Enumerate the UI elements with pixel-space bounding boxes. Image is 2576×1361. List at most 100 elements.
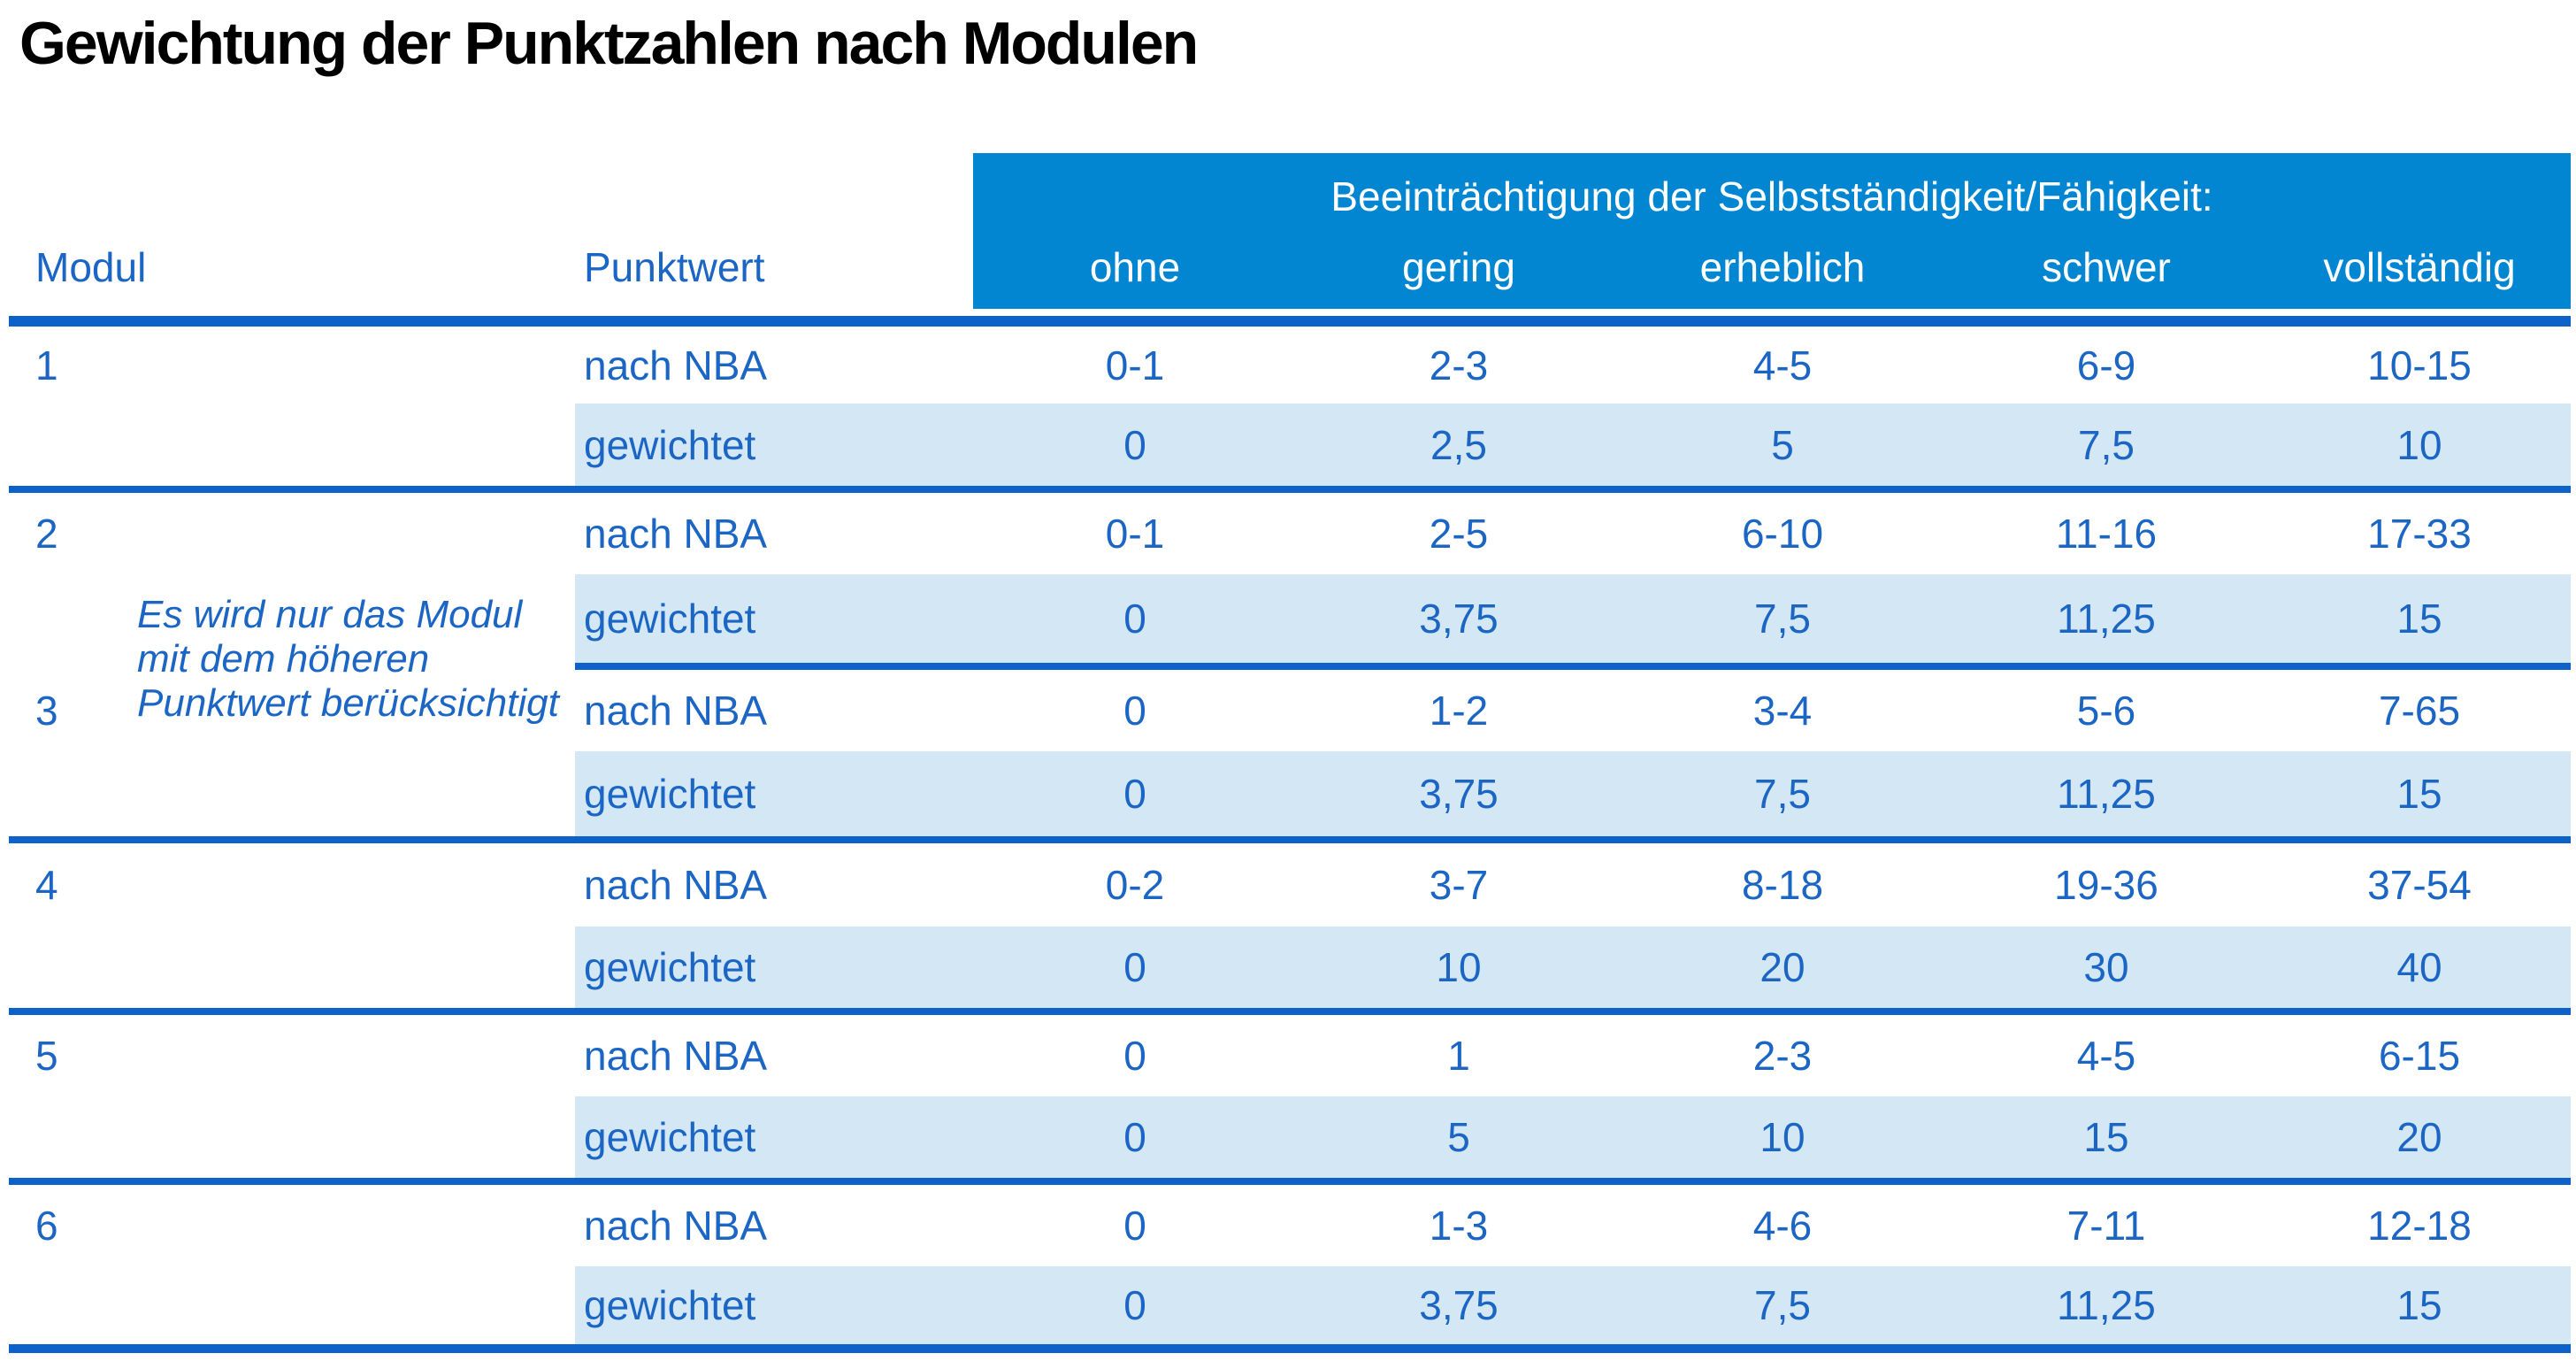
value-cell: 8-18 — [1741, 862, 1824, 908]
value-cell: 2-3 — [1429, 342, 1489, 388]
row-label-cell: nach NBA — [584, 1033, 768, 1079]
module-2-gewichtet-row: gewichtet 0 3,75 7,5 11,25 15 — [9, 574, 2571, 663]
value-cell: 0 — [1123, 1114, 1146, 1160]
value-cell: 4-6 — [1752, 1203, 1813, 1249]
module-number-cell: 2 — [35, 511, 58, 557]
row-label-cell: gewichtet — [584, 421, 756, 468]
module-separator — [9, 1178, 2571, 1185]
module-separator — [9, 486, 2571, 493]
column-header-punktwert: Punktwert — [584, 244, 765, 290]
column-header-modul: Modul — [35, 244, 147, 290]
value-cell: 3,75 — [1419, 596, 1499, 642]
value-cell: 19-36 — [2054, 862, 2158, 908]
value-cell: 11,25 — [2057, 771, 2156, 817]
module-3-gewichtet-row: gewichtet 0 3,75 7,5 11,25 15 — [9, 751, 2571, 836]
table-bottom-border — [9, 1344, 2571, 1353]
value-cell: 6-15 — [2378, 1033, 2461, 1079]
module-separator — [9, 1008, 2571, 1015]
value-cell: 1-2 — [1429, 688, 1489, 734]
value-cell: 20 — [1760, 944, 1806, 990]
row-label-cell: nach NBA — [584, 862, 768, 908]
value-cell: 30 — [2083, 944, 2129, 990]
module-number-cell — [9, 404, 575, 486]
module-6-gewichtet-row: gewichtet 0 3,75 7,5 11,25 15 — [9, 1266, 2571, 1344]
value-cell: 0-1 — [1105, 511, 1165, 557]
impairment-level-headers: ohne gering erheblich schwer vollständig — [973, 243, 2571, 291]
row-label-cell: nach NBA — [584, 688, 768, 734]
value-cell: 0 — [1123, 421, 1146, 468]
value-cell: 4-5 — [1752, 342, 1813, 388]
value-cell: 37-54 — [2367, 862, 2472, 908]
module-number-cell — [9, 1096, 575, 1178]
value-cell: 0 — [1123, 688, 1146, 734]
value-cell: 2-5 — [1429, 511, 1489, 557]
module-6-nach-nba-row: 6 nach NBA 0 1-3 4-6 7-11 12-18 — [9, 1185, 2571, 1266]
value-cell: 3-7 — [1429, 862, 1489, 908]
row-label-cell: nach NBA — [584, 342, 768, 388]
value-cell: 17-33 — [2367, 511, 2472, 557]
value-cell: 11,25 — [2057, 1282, 2156, 1328]
row-label-cell: gewichtet — [584, 1282, 756, 1328]
value-cell: 15 — [2396, 771, 2442, 817]
value-cell: 12-18 — [2367, 1203, 2472, 1249]
value-cell: 4-5 — [2076, 1033, 2136, 1079]
note-line: Es wird nur das Modul — [137, 593, 523, 636]
level-header-vollstaendig: vollständig — [2323, 244, 2516, 290]
value-cell: 7,5 — [2078, 421, 2135, 468]
level-header-erheblich: erheblich — [1699, 244, 1866, 290]
module-5-gewichtet-row: gewichtet 0 5 10 15 20 — [9, 1096, 2571, 1178]
module-2-3-note: Es wird nur das Modul mit dem höheren Pu… — [137, 571, 597, 748]
value-cell: 0 — [1123, 944, 1146, 990]
value-cell: 11,25 — [2057, 596, 2156, 642]
value-cell: 11-16 — [2055, 511, 2158, 557]
weighting-table: Modul Punktwert Beeinträchtigung der Sel… — [9, 153, 2571, 1353]
row-label-cell: nach NBA — [584, 511, 768, 557]
module-1-nach-nba-row: 1 nach NBA 0-1 2-3 4-5 6-9 10-15 — [9, 327, 2571, 404]
module-number-cell — [9, 1266, 575, 1344]
value-cell: 3-4 — [1752, 688, 1813, 734]
value-cell: 0 — [1123, 1282, 1146, 1328]
header-underline — [9, 316, 2571, 327]
value-cell: 10 — [1760, 1114, 1806, 1160]
value-cell: 2-3 — [1752, 1033, 1813, 1079]
table-header: Modul Punktwert Beeinträchtigung der Sel… — [9, 153, 2571, 312]
row-label-cell: gewichtet — [584, 771, 756, 817]
value-cell: 7-65 — [2378, 688, 2461, 734]
module-number-cell: 1 — [35, 342, 58, 388]
module-5-nach-nba-row: 5 nach NBA 0 1 2-3 4-5 6-15 — [9, 1015, 2571, 1096]
value-cell: 20 — [2396, 1114, 2442, 1160]
value-cell: 15 — [2396, 596, 2442, 642]
level-header-ohne: ohne — [1089, 244, 1181, 290]
value-cell: 10 — [1436, 944, 1482, 990]
value-cell: 40 — [2396, 944, 2442, 990]
module-number-cell — [9, 751, 575, 836]
note-line: Punktwert berücksichtigt — [137, 681, 559, 725]
value-cell: 5 — [1447, 1114, 1470, 1160]
module-1-gewichtet-row: gewichtet 0 2,5 5 7,5 10 — [9, 404, 2571, 486]
note-line: mit dem höheren — [137, 637, 430, 680]
value-cell: 6-9 — [2076, 342, 2136, 388]
impairment-banner: Beeinträchtigung der Selbstständigkeit/F… — [973, 153, 2571, 309]
value-cell: 3,75 — [1419, 771, 1499, 817]
module-4-gewichtet-row: gewichtet 0 10 20 30 40 — [9, 927, 2571, 1008]
row-label-cell: nach NBA — [584, 1203, 768, 1249]
page-title: Gewichtung der Punktzahlen nach Modulen — [19, 10, 1199, 77]
value-cell: 0 — [1123, 1203, 1146, 1249]
value-cell: 0 — [1123, 771, 1146, 817]
row-label-cell: gewichtet — [584, 944, 756, 990]
value-cell: 10 — [2396, 421, 2442, 468]
module-number-cell — [9, 927, 575, 1008]
value-cell: 3,75 — [1419, 1282, 1499, 1328]
value-cell: 7,5 — [1754, 771, 1811, 817]
value-cell: 10-15 — [2367, 342, 2472, 388]
value-cell: 2,5 — [1430, 421, 1487, 468]
value-cell: 7,5 — [1754, 596, 1811, 642]
impairment-banner-title: Beeinträchtigung der Selbstständigkeit/F… — [1330, 173, 2213, 219]
row-label-cell: gewichtet — [584, 596, 756, 642]
module-separator — [9, 836, 2571, 843]
value-cell: 0 — [1123, 596, 1146, 642]
module-number-cell: 5 — [35, 1033, 58, 1079]
value-cell: 0 — [1123, 1033, 1146, 1079]
module-separator-partial — [575, 663, 2571, 670]
